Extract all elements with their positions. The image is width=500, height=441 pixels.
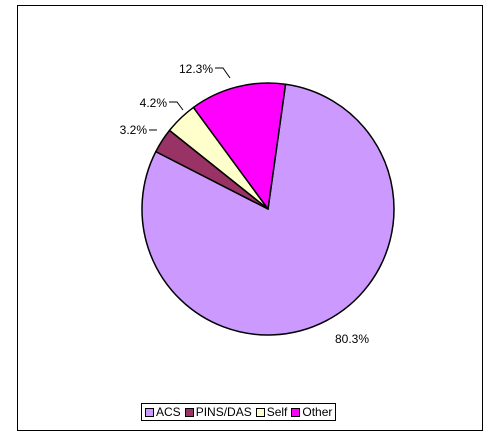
legend-item: PINS/DAS	[184, 405, 252, 419]
leader-line	[215, 67, 231, 79]
legend-item: Other	[291, 405, 332, 419]
legend-label: Other	[302, 405, 333, 419]
legend-label: ACS	[156, 405, 181, 419]
data-label: 3.2%	[120, 123, 148, 137]
legend-label: PINS/DAS	[195, 405, 252, 419]
data-label: 80.3%	[335, 332, 369, 346]
legend-label: Self	[266, 405, 288, 419]
legend-swatch	[184, 407, 194, 417]
legend: ACS PINS/DAS Self Other	[141, 403, 337, 421]
legend-item: ACS	[145, 405, 181, 419]
pie-slice-other	[192, 82, 287, 210]
legend-swatch	[145, 407, 154, 417]
data-label: 12.3%	[179, 62, 213, 76]
legend-item: Self	[255, 405, 288, 419]
legend-swatch	[255, 407, 265, 417]
legend-swatch	[291, 407, 301, 417]
leader-line	[169, 101, 184, 111]
data-label: 4.2%	[140, 96, 168, 110]
